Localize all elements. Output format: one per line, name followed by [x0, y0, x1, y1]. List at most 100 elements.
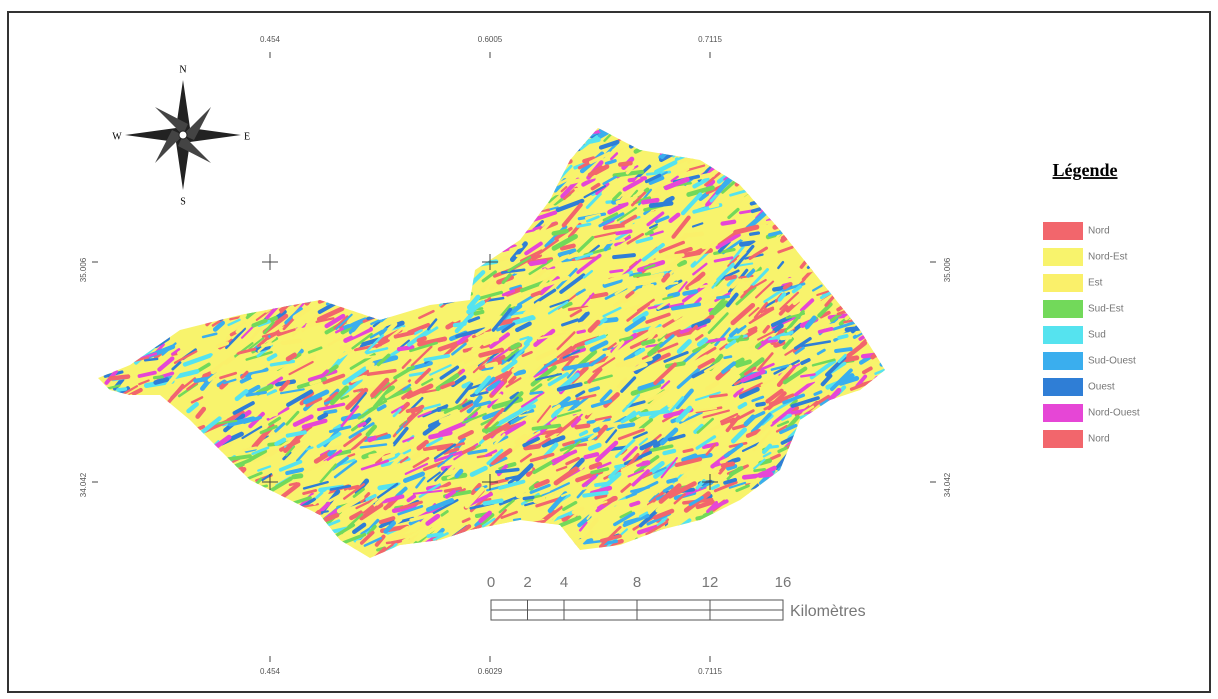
aspect-stripe [730, 427, 748, 444]
aspect-stripe [538, 214, 558, 235]
aspect-stripe [801, 340, 832, 348]
aspect-stripe [183, 390, 196, 401]
aspect-stripe [751, 395, 765, 403]
aspect-stripe [535, 372, 563, 381]
aspect-stripe [750, 410, 766, 421]
aspect-stripe [567, 251, 579, 260]
aspect-stripe [632, 431, 648, 440]
aspect-stripe [350, 391, 367, 413]
aspect-stripe [400, 538, 410, 547]
aspect-stripe [648, 461, 665, 475]
aspect-stripe [153, 377, 170, 385]
aspect-stripe [689, 354, 709, 367]
aspect-stripe [466, 300, 486, 315]
aspect-stripe [579, 135, 599, 151]
aspect-stripe [278, 459, 303, 472]
aspect-stripe [348, 422, 375, 439]
aspect-stripe [210, 355, 235, 375]
aspect-stripe [561, 318, 580, 327]
aspect-stripe [535, 346, 562, 361]
aspect-stripe [307, 346, 323, 354]
aspect-stripe [710, 483, 720, 491]
aspect-stripe [551, 449, 578, 463]
aspect-stripe [580, 292, 595, 309]
aspect-stripe [563, 440, 582, 456]
aspect-stripe [653, 362, 677, 385]
aspect-stripe [613, 511, 636, 527]
aspect-stripe [786, 326, 795, 333]
aspect-stripe [486, 448, 504, 465]
aspect-stripe [735, 484, 750, 493]
aspect-stripe [241, 425, 263, 440]
aspect-stripe [363, 536, 382, 547]
aspect-stripe [264, 353, 286, 371]
aspect-stripe [212, 320, 225, 332]
aspect-stripe [495, 408, 524, 427]
aspect-stripe [561, 202, 583, 228]
aspect-stripe [622, 291, 640, 304]
aspect-stripe [658, 240, 685, 254]
aspect-stripe [171, 361, 182, 371]
aspect-stripe [558, 515, 582, 528]
aspect-stripe [736, 316, 753, 329]
aspect-stripe [345, 387, 369, 410]
aspect-stripe [685, 417, 697, 425]
aspect-stripe [676, 330, 692, 338]
aspect-stripe [804, 315, 817, 330]
aspect-stripe [799, 377, 821, 386]
aspect-stripe [570, 413, 584, 428]
aspect-stripe [660, 380, 671, 390]
aspect-stripe [547, 300, 569, 315]
aspect-stripe [662, 448, 677, 456]
aspect-stripe [460, 362, 481, 374]
aspect-stripe [757, 330, 775, 341]
aspect-stripe [620, 482, 632, 493]
aspect-stripe [713, 247, 736, 256]
aspect-stripe [686, 185, 715, 197]
aspect-stripe [695, 499, 715, 510]
aspect-stripe [590, 399, 613, 408]
aspect-stripe [653, 424, 669, 436]
aspect-stripe [470, 390, 489, 398]
aspect-stripe [426, 318, 438, 331]
aspect-stripe [757, 352, 774, 372]
aspect-stripe [529, 383, 543, 393]
aspect-stripe [467, 448, 488, 455]
aspect-stripe [359, 443, 388, 449]
aspect-stripe [279, 379, 291, 392]
aspect-stripe [667, 388, 688, 408]
aspect-stripe [279, 467, 292, 476]
aspect-stripe [359, 530, 375, 545]
aspect-stripe [676, 281, 688, 295]
aspect-stripe [489, 332, 510, 349]
aspect-stripe [261, 342, 273, 348]
aspect-stripe [773, 359, 800, 375]
aspect-stripe [577, 311, 590, 324]
aspect-stripe [639, 439, 658, 451]
aspect-stripe [422, 460, 445, 472]
aspect-stripe [268, 402, 291, 419]
aspect-stripe [240, 370, 249, 379]
aspect-stripe [257, 336, 269, 348]
aspect-stripe [661, 272, 671, 283]
aspect-stripe [398, 444, 413, 454]
aspect-stripe [384, 381, 409, 399]
compass-s: S [180, 196, 186, 207]
aspect-stripe [626, 400, 646, 408]
aspect-stripe [663, 176, 690, 191]
aspect-stripe [399, 442, 408, 449]
aspect-stripe [732, 423, 748, 431]
aspect-stripe [285, 352, 297, 362]
aspect-stripe [755, 280, 775, 299]
aspect-stripe [586, 506, 598, 520]
aspect-stripe [724, 274, 737, 281]
aspect-stripe [636, 258, 661, 266]
aspect-stripe [685, 164, 706, 172]
aspect-stripe [649, 444, 674, 453]
aspect-stripe [736, 334, 744, 343]
aspect-stripe [469, 465, 488, 477]
aspect-stripe [625, 362, 648, 374]
aspect-stripe [590, 182, 601, 191]
aspect-stripe [504, 348, 520, 361]
aspect-stripe [723, 443, 744, 458]
